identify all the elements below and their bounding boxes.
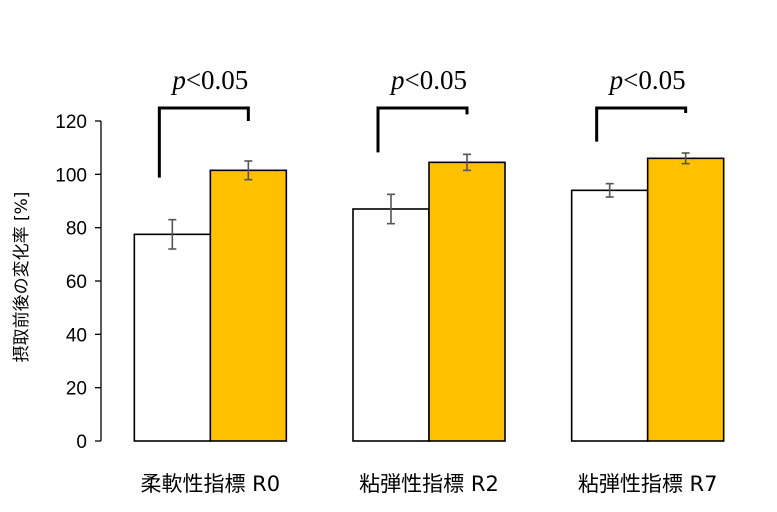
y-tick-label: 100 bbox=[55, 165, 87, 186]
bar bbox=[646, 157, 725, 442]
bar bbox=[209, 169, 288, 442]
error-bars bbox=[168, 152, 690, 250]
bar bbox=[133, 233, 212, 442]
significance-label: p<0.05 bbox=[608, 65, 686, 95]
y-tick-label: 20 bbox=[66, 379, 87, 400]
bars bbox=[133, 157, 725, 442]
y-tick-label: 120 bbox=[55, 112, 87, 133]
y-tick-label: 40 bbox=[66, 325, 87, 346]
significance-label: p<0.05 bbox=[389, 65, 467, 95]
significance-bracket bbox=[376, 106, 469, 153]
y-tick-label: 0 bbox=[76, 432, 87, 453]
bar bbox=[428, 161, 506, 442]
significance-bracket bbox=[157, 106, 250, 178]
x-tick-label: 柔軟性指標 R0 bbox=[141, 472, 281, 496]
x-tick-label: 粘弾性指標 R7 bbox=[578, 472, 718, 496]
y-tick-label: 60 bbox=[66, 272, 87, 293]
bar bbox=[352, 208, 430, 442]
y-axis-label: 摂取前後の変化率 [%] bbox=[12, 192, 32, 363]
y-tick-label: 80 bbox=[66, 219, 87, 240]
axes: 0 20 40 60 80 100 120 柔軟性指標 R0 粘弾性指標 R2 粘弾性指標 R7 bbox=[55, 112, 717, 496]
significance-label: p<0.05 bbox=[170, 65, 248, 95]
x-tick-label: 粘弾性指標 R2 bbox=[359, 472, 499, 496]
significance-bracket bbox=[595, 106, 688, 142]
significance-annotations: p<0.05 p<0.05 p<0.05 bbox=[157, 65, 688, 178]
bar bbox=[570, 189, 649, 442]
